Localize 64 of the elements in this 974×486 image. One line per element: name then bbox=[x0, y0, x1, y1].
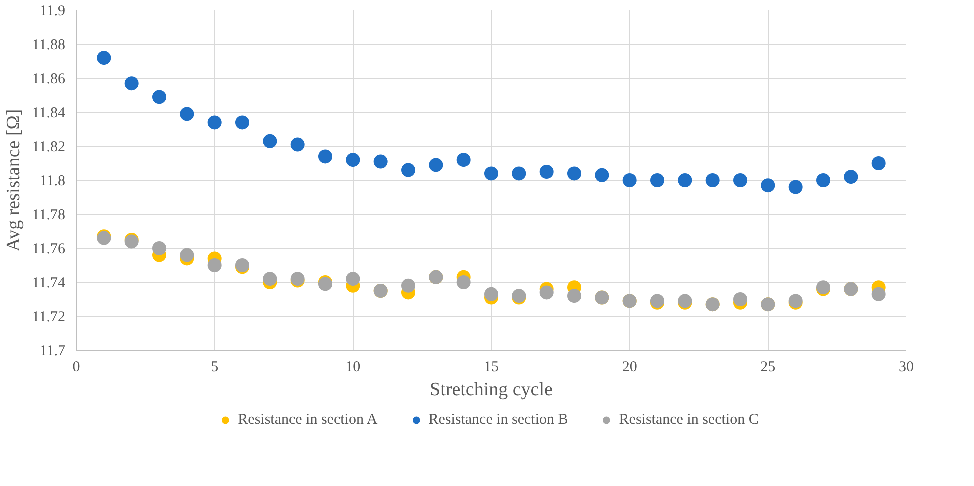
point bbox=[568, 289, 582, 304]
legend-label: Resistance in section C bbox=[619, 412, 759, 428]
point bbox=[236, 116, 250, 130]
point bbox=[678, 174, 692, 188]
point bbox=[706, 174, 720, 188]
point bbox=[456, 153, 471, 168]
point bbox=[402, 278, 416, 293]
point bbox=[318, 150, 332, 164]
point bbox=[152, 90, 166, 104]
point bbox=[650, 174, 664, 188]
point bbox=[816, 174, 830, 188]
point bbox=[788, 180, 803, 194]
x-tick-label: 15 bbox=[484, 360, 499, 376]
legend-label: Resistance in section B bbox=[428, 412, 568, 428]
point bbox=[484, 166, 498, 181]
x-tick-label: 10 bbox=[346, 360, 361, 376]
point bbox=[263, 272, 278, 286]
point bbox=[374, 154, 388, 169]
point bbox=[346, 272, 360, 286]
point bbox=[152, 242, 166, 256]
x-tick-label: 30 bbox=[899, 360, 914, 376]
point bbox=[180, 107, 194, 122]
x-tick-label: 20 bbox=[622, 360, 638, 376]
point bbox=[872, 156, 886, 170]
point bbox=[263, 134, 278, 148]
y-tick-label: 11.76 bbox=[32, 242, 66, 258]
y-tick-label: 11.82 bbox=[32, 140, 66, 156]
point bbox=[484, 287, 498, 302]
y-tick-label: 11.8 bbox=[40, 174, 66, 190]
y-tick-label: 11.84 bbox=[32, 106, 66, 122]
point bbox=[180, 248, 194, 262]
point bbox=[540, 286, 554, 300]
x-tick-label: 25 bbox=[760, 360, 776, 376]
point bbox=[124, 76, 139, 91]
y-tick-label: 11.88 bbox=[32, 38, 66, 54]
point bbox=[402, 163, 416, 178]
y-tick-label: 11.72 bbox=[32, 310, 66, 326]
y-tick-label: 11.74 bbox=[32, 276, 66, 292]
point bbox=[844, 170, 858, 184]
point bbox=[734, 174, 748, 188]
x-axis-title: Stretching cycle bbox=[430, 380, 553, 400]
x-tick-label: 0 bbox=[72, 360, 80, 376]
x-tick-label: 5 bbox=[211, 360, 219, 376]
point bbox=[761, 178, 776, 193]
point bbox=[290, 138, 305, 152]
y-axis-title: Avg resistance [Ω] bbox=[3, 109, 24, 252]
point bbox=[872, 287, 886, 302]
point bbox=[595, 168, 610, 182]
point bbox=[568, 166, 582, 181]
legend-label: Resistance in section A bbox=[238, 412, 378, 428]
y-tick-label: 11.7 bbox=[40, 344, 66, 360]
y-tick-label: 11.86 bbox=[32, 72, 66, 88]
y-tick-label: 11.78 bbox=[32, 208, 66, 224]
point bbox=[622, 174, 637, 188]
point bbox=[512, 166, 526, 181]
point bbox=[429, 158, 444, 172]
point bbox=[734, 292, 748, 306]
point bbox=[540, 165, 554, 179]
point bbox=[208, 258, 222, 272]
point bbox=[456, 276, 471, 290]
point bbox=[208, 116, 222, 130]
point bbox=[97, 51, 112, 66]
point bbox=[346, 153, 360, 168]
y-tick-label: 11.9 bbox=[40, 4, 66, 20]
